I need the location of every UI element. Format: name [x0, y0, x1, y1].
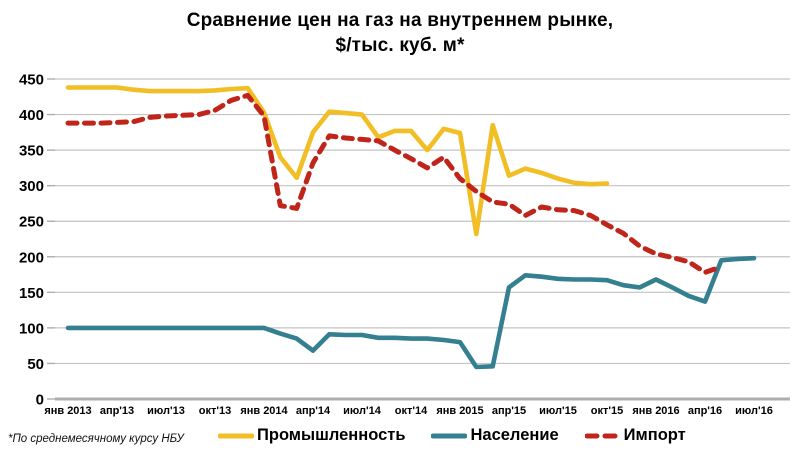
y-axis-label: 250 — [19, 214, 44, 231]
legend-item-households: Население — [431, 426, 559, 445]
x-axis-label: июл'13 — [147, 405, 185, 417]
legend: Промышленность Население Импорт — [218, 426, 686, 445]
legend-item-industry: Промышленность — [218, 426, 405, 445]
households-legend-swatch-icon — [431, 433, 468, 438]
x-axis-label: июл'14 — [343, 405, 382, 417]
x-axis-label: апр'14 — [296, 405, 331, 417]
x-axis-label: янв 2013 — [44, 405, 91, 417]
footnote: *По среднемесячному курсу НБУ — [8, 433, 184, 445]
x-axis-label: апр'16 — [688, 405, 722, 417]
y-axis-label: 450 — [19, 72, 44, 89]
y-axis-label: 150 — [19, 285, 44, 302]
households-line — [65, 255, 757, 370]
y-axis-label: 50 — [27, 356, 44, 373]
industry-legend-swatch-icon — [218, 433, 254, 438]
x-axis-label: янв 2016 — [632, 405, 679, 417]
x-axis-label: окт'14 — [395, 405, 428, 417]
y-axis-label: 200 — [19, 249, 44, 266]
legend-label-import: Импорт — [623, 426, 686, 444]
legend-label-households: Население — [470, 426, 559, 444]
y-axis-label: 350 — [19, 143, 44, 160]
industry-line — [65, 85, 610, 237]
x-axis-label: июл'15 — [539, 405, 577, 417]
x-axis-label: окт'13 — [199, 405, 231, 417]
y-axis-label: 100 — [19, 320, 44, 337]
y-axis-label: 400 — [19, 107, 44, 124]
legend-label-industry: Промышленность — [257, 426, 406, 444]
x-axis-label: июл'16 — [735, 405, 773, 417]
chart-footer: *По среднемесячному курсу НБУ Промышленн… — [0, 426, 800, 454]
legend-item-import: Импорт — [584, 426, 686, 445]
x-axis-label: янв 2014 — [240, 405, 288, 417]
chart-title: Сравнение цен на газ на внутреннем рынке… — [0, 8, 800, 58]
x-axis-label: апр'15 — [492, 405, 526, 417]
import-legend-swatch-icon — [584, 433, 621, 438]
chart-title-line2: $/тыс. куб. м* — [335, 35, 465, 57]
x-axis-label: апр'13 — [100, 405, 134, 417]
chart-title-line1: Сравнение цен на газ на внутреннем рынке… — [186, 10, 614, 31]
import-line — [65, 92, 724, 275]
y-axis-label: 300 — [19, 178, 44, 195]
x-axis-label: янв 2015 — [436, 405, 483, 417]
y-axis-label: 0 — [36, 392, 44, 409]
x-axis-label: окт'15 — [591, 405, 623, 417]
